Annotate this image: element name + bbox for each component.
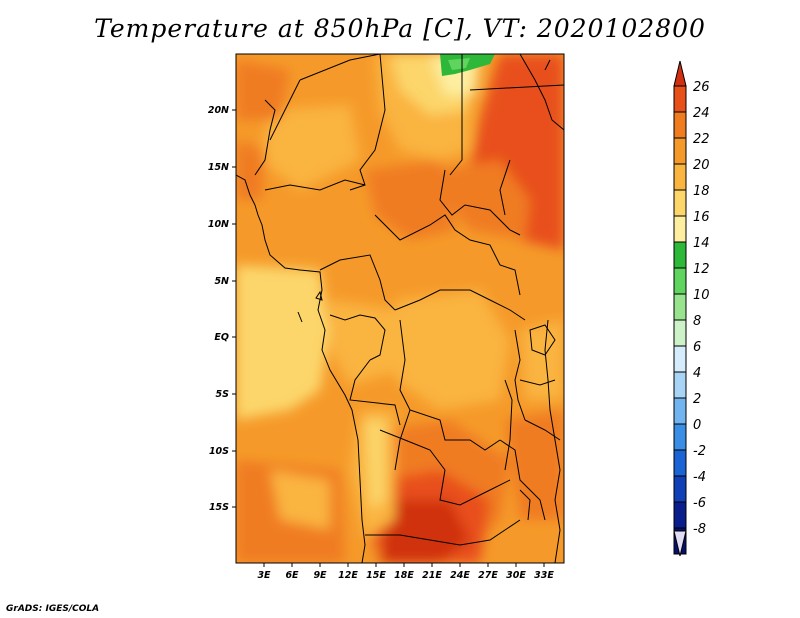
colorbar-label: -2 [693,444,706,459]
lon-label: 6E [285,570,299,581]
colorbar-swatch [673,85,687,113]
colorbar-label: 4 [693,366,701,381]
colorbar-label: -8 [693,522,706,537]
colorbar-swatch [673,475,687,503]
lat-label: EQ [214,332,229,343]
colorbar-swatch [673,267,687,295]
colorbar-swatch [673,189,687,217]
lat-label: 20N [208,105,229,116]
map-frame [235,53,565,564]
colorbar-label: 2 [693,392,701,407]
colorbar-swatch [673,241,687,269]
colorbar-swatch [673,371,687,399]
country-borders [236,54,564,563]
colorbar-swatch [673,293,687,321]
colorbar-label: 14 [693,236,710,251]
lat-axis: 20N 15N 10N 5N EQ 5S 10S 15S [208,105,236,513]
colorbar-label: 8 [693,314,701,329]
colorbar-swatch [673,345,687,373]
colorbar-label: 26 [693,80,710,95]
colorbar-label: 0 [693,418,701,433]
lon-label: 18E [394,570,414,581]
colorbar: 26 24 22 20 18 16 14 12 10 8 6 4 2 0 -2 … [673,60,710,557]
colorbar-label: -4 [693,470,706,485]
colorbar-over-triangle [673,60,687,87]
colorbar-label: 6 [693,340,701,355]
colorbar-label: 10 [693,288,710,303]
lat-label: 10S [209,446,229,457]
lat-label: 10N [208,219,229,230]
lon-label: 24E [450,570,470,581]
colorbar-swatch [673,215,687,243]
colorbar-swatch [673,163,687,191]
colorbar-swatch [673,501,687,529]
lon-label: 12E [338,570,358,581]
colorbar-label: 12 [693,262,710,277]
colorbar-swatch [673,397,687,425]
colorbar-label: 22 [693,132,710,147]
colorbar-label: 16 [693,210,710,225]
lon-label: 9E [313,570,327,581]
lon-label: 15E [366,570,386,581]
colorbar-swatch [673,319,687,347]
lon-label: 33E [534,570,554,581]
colorbar-swatch [673,423,687,451]
chart-title: Temperature at 850hPa [C], VT: 202010280… [94,14,706,43]
colorbar-label: 24 [693,106,710,121]
lat-label: 5S [216,389,230,400]
lon-label: 21E [422,570,442,581]
lon-label: 27E [478,570,498,581]
colorbar-label: -6 [693,496,706,511]
lon-label: 3E [257,570,271,581]
lat-label: 5N [214,276,229,287]
lat-label: 15S [209,502,229,513]
lon-axis: 3E 6E 9E 12E 15E 18E 21E 24E 27E 30E 33E [257,563,554,581]
lat-label: 15N [208,162,229,173]
colorbar-swatch [673,111,687,139]
lon-label: 30E [506,570,526,581]
colorbar-label: 18 [693,184,710,199]
grads-credit: GrADS: IGES/COLA [6,604,100,614]
colorbar-label: 20 [693,158,710,173]
colorbar-swatch [673,137,687,165]
colorbar-swatch [673,449,687,477]
colorbar-under-triangle [673,530,687,557]
